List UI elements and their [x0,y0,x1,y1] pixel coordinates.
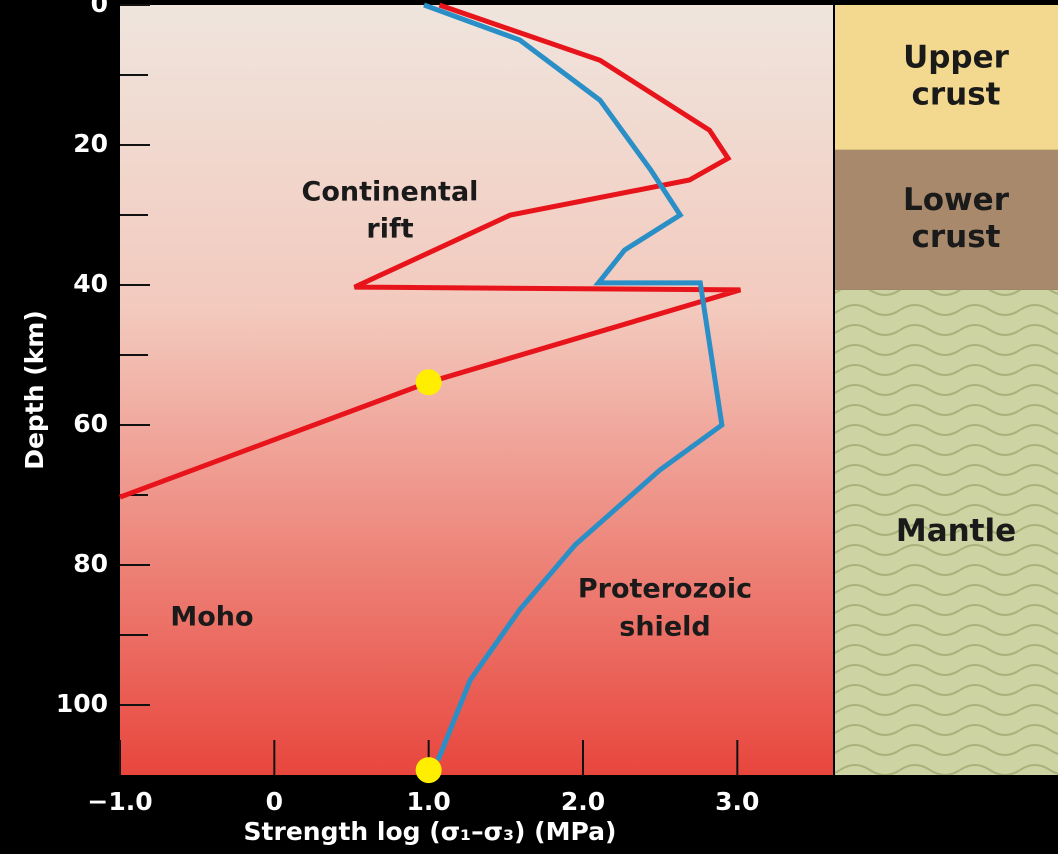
layer [835,149,1058,290]
x-tick-label: 2.0 [561,787,605,816]
y-tick-label: 20 [73,129,108,158]
lines [119,2,742,784]
y-tick-label: 0 [91,0,108,18]
layer-label: Upper [903,39,1010,75]
layer [835,5,1058,150]
moho-label: Moho [170,602,253,633]
x-tick-label: 3.0 [715,787,759,816]
layer-label: Mantle [896,513,1016,549]
series-label: shield [619,612,710,643]
axes: 0 20 40 60 80 100 −1.0 0 1.0 2.0 3.0 [56,0,760,816]
y-tick-label: 60 [73,409,108,438]
layer-label: crust [911,76,1000,112]
y-tick-label: 40 [73,269,108,298]
series-line [423,2,725,762]
y-tick-label: 100 [56,689,108,718]
x-axis-title: Strength log (σ₁–σ₃) (MPa) [244,817,617,846]
y-axis-title: Depth (km) [20,310,49,470]
point [415,369,442,396]
point [415,757,442,784]
series-label: Proterozoic [578,574,752,605]
x-tick-label: −1.0 [87,787,152,816]
series-label: rift [366,214,413,245]
layer-label: crust [911,219,1000,255]
series-label: Continental [302,177,479,208]
x-tick-label: 1.0 [407,787,451,816]
layer-label: Lower [903,182,1010,218]
y-tick-label: 80 [73,549,108,578]
layer-texture [835,289,1058,775]
series-line [119,2,742,500]
x-tick-label: 0 [266,787,283,816]
plot-area [120,5,833,775]
